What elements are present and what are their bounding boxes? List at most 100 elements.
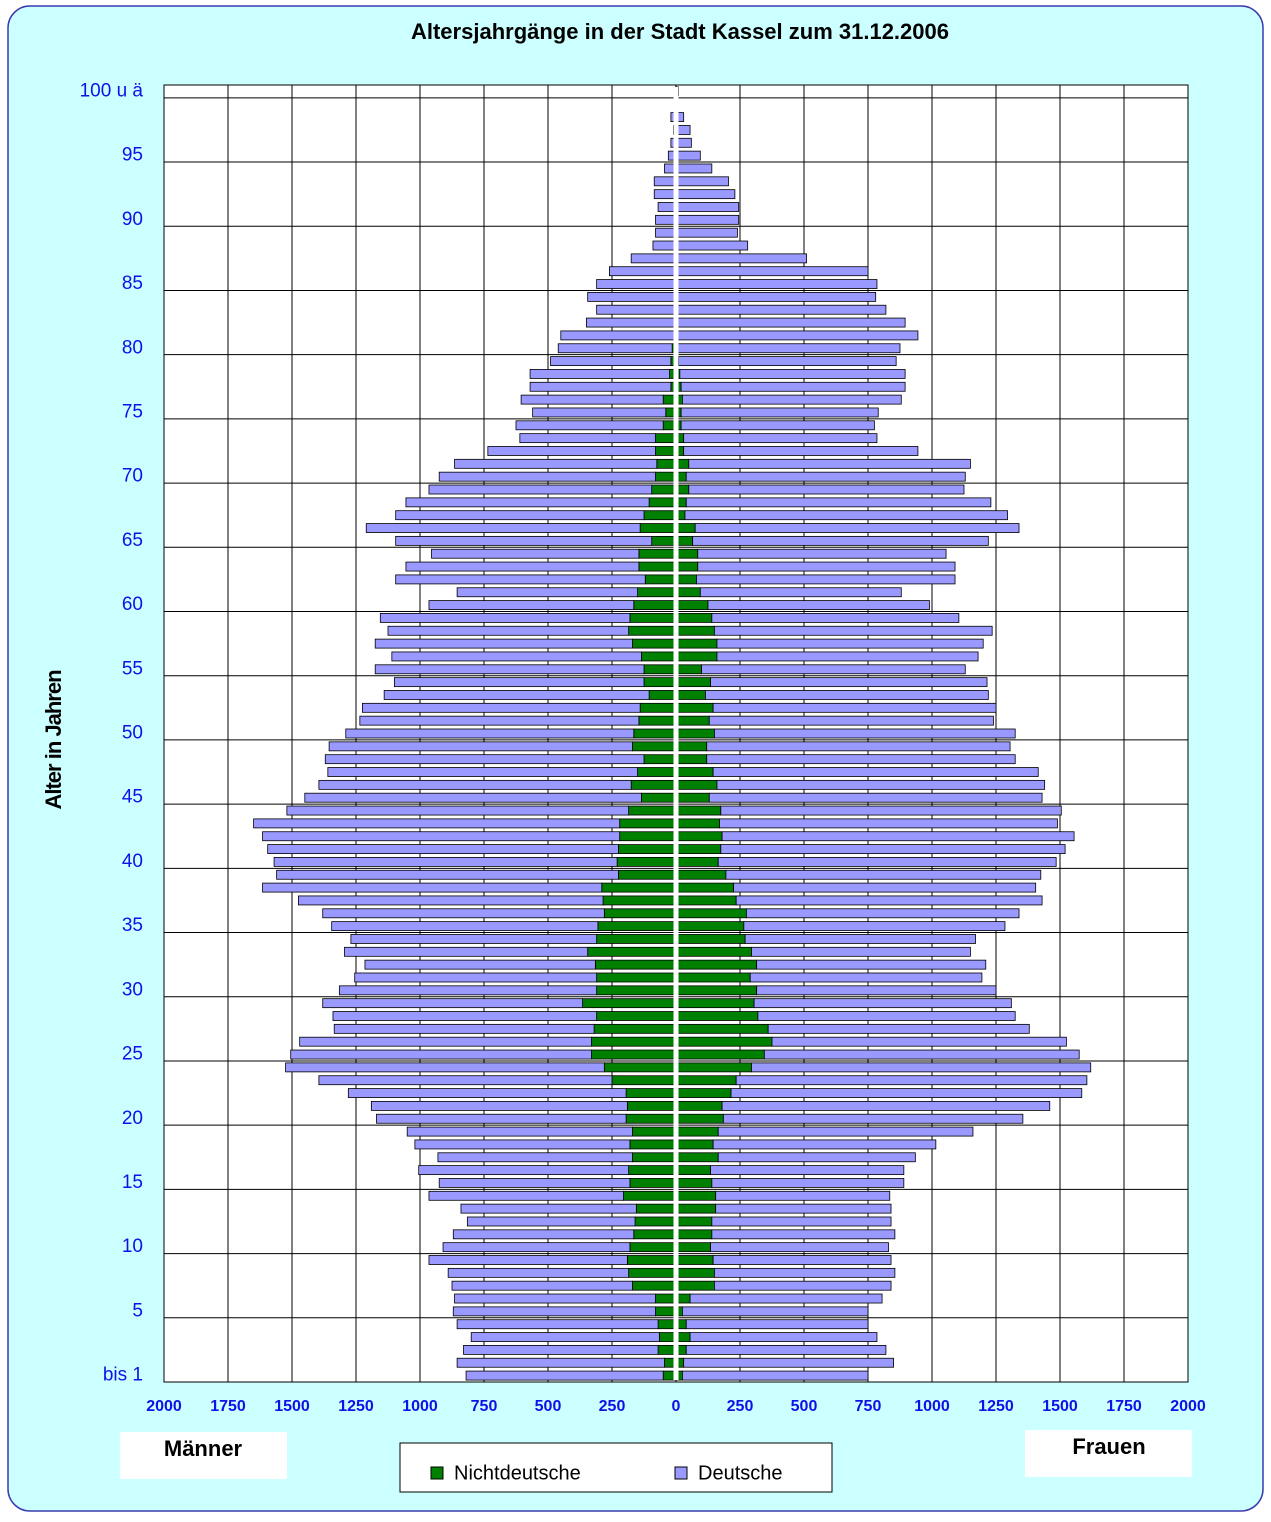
bar bbox=[716, 651, 979, 662]
bar bbox=[675, 869, 727, 880]
bar bbox=[487, 446, 656, 456]
bar bbox=[655, 1293, 677, 1304]
bar bbox=[675, 728, 715, 739]
bar bbox=[675, 587, 701, 598]
bar bbox=[374, 638, 633, 649]
bar bbox=[347, 1088, 627, 1098]
bar bbox=[338, 985, 598, 996]
bar bbox=[350, 934, 598, 944]
bar bbox=[454, 1293, 656, 1304]
bar bbox=[675, 1101, 723, 1111]
bar bbox=[616, 857, 677, 867]
bar bbox=[721, 831, 1075, 842]
y-tick-label: 95 bbox=[122, 145, 143, 166]
bar bbox=[395, 574, 646, 585]
y-tick-label: 15 bbox=[122, 1172, 143, 1193]
bar bbox=[683, 433, 878, 444]
bar bbox=[262, 831, 621, 842]
bar bbox=[285, 1062, 605, 1073]
bar bbox=[675, 1216, 713, 1227]
bar bbox=[603, 1062, 677, 1073]
bar bbox=[632, 638, 677, 649]
bar bbox=[452, 1306, 656, 1317]
bar bbox=[676, 279, 878, 289]
bar bbox=[716, 779, 1046, 790]
bar bbox=[675, 946, 752, 957]
bar bbox=[635, 1203, 677, 1214]
bar bbox=[689, 1332, 878, 1342]
bar bbox=[710, 1165, 905, 1176]
bar bbox=[629, 1178, 677, 1188]
bar bbox=[682, 1370, 869, 1381]
bar bbox=[675, 767, 714, 777]
bar bbox=[370, 1101, 628, 1111]
bar bbox=[675, 1255, 714, 1265]
bar bbox=[638, 561, 677, 572]
bar bbox=[466, 1216, 636, 1227]
bar bbox=[680, 381, 906, 392]
bar bbox=[327, 767, 639, 777]
bar bbox=[633, 728, 677, 739]
bar bbox=[675, 1062, 752, 1073]
y-tick-label: 10 bbox=[122, 1236, 143, 1257]
chart-title: Altersjahrgänge in der Stadt Kassel zum … bbox=[411, 19, 949, 44]
bar bbox=[428, 1190, 624, 1201]
bar bbox=[643, 664, 677, 675]
bar bbox=[685, 1319, 869, 1330]
bar bbox=[637, 767, 677, 777]
bar bbox=[675, 625, 715, 636]
bar bbox=[675, 818, 720, 829]
bar bbox=[361, 702, 641, 713]
bar bbox=[676, 253, 807, 264]
bar bbox=[601, 882, 677, 893]
bar bbox=[438, 1178, 631, 1188]
bar bbox=[276, 869, 619, 880]
bar bbox=[519, 433, 656, 444]
bar bbox=[657, 1319, 677, 1330]
bar bbox=[675, 651, 718, 662]
bar bbox=[744, 934, 976, 944]
bar bbox=[628, 1267, 677, 1278]
bar bbox=[322, 998, 583, 1009]
bar bbox=[253, 818, 621, 829]
bar bbox=[619, 818, 677, 829]
bar bbox=[675, 561, 699, 572]
bar bbox=[470, 1332, 660, 1342]
bar bbox=[641, 792, 677, 803]
bar bbox=[675, 1203, 717, 1214]
bar bbox=[602, 895, 677, 906]
bar bbox=[708, 715, 994, 726]
bar bbox=[393, 677, 645, 688]
bar bbox=[596, 934, 677, 944]
bar bbox=[696, 574, 956, 585]
bar bbox=[657, 202, 677, 212]
bar bbox=[721, 1101, 1051, 1111]
bar bbox=[757, 1011, 1016, 1021]
bar bbox=[638, 548, 677, 559]
bar bbox=[651, 484, 677, 495]
bar bbox=[657, 1344, 677, 1355]
bar bbox=[705, 690, 989, 700]
bar bbox=[456, 587, 638, 598]
bar bbox=[638, 715, 677, 726]
bar bbox=[756, 985, 997, 996]
bar bbox=[675, 934, 746, 944]
bar bbox=[587, 946, 677, 957]
bar bbox=[711, 1216, 892, 1227]
bar bbox=[290, 1049, 592, 1060]
bar bbox=[520, 394, 664, 405]
bar bbox=[753, 998, 1012, 1009]
bar bbox=[717, 1126, 974, 1137]
bar bbox=[656, 458, 677, 469]
bar bbox=[715, 1203, 892, 1214]
y-tick-label: 35 bbox=[122, 915, 143, 936]
bar bbox=[395, 535, 653, 546]
bar bbox=[655, 214, 677, 225]
bar bbox=[676, 317, 906, 328]
y-tick-label: 20 bbox=[122, 1108, 143, 1129]
left-label-box bbox=[120, 1432, 287, 1479]
bar bbox=[675, 959, 758, 970]
bar bbox=[609, 266, 676, 277]
